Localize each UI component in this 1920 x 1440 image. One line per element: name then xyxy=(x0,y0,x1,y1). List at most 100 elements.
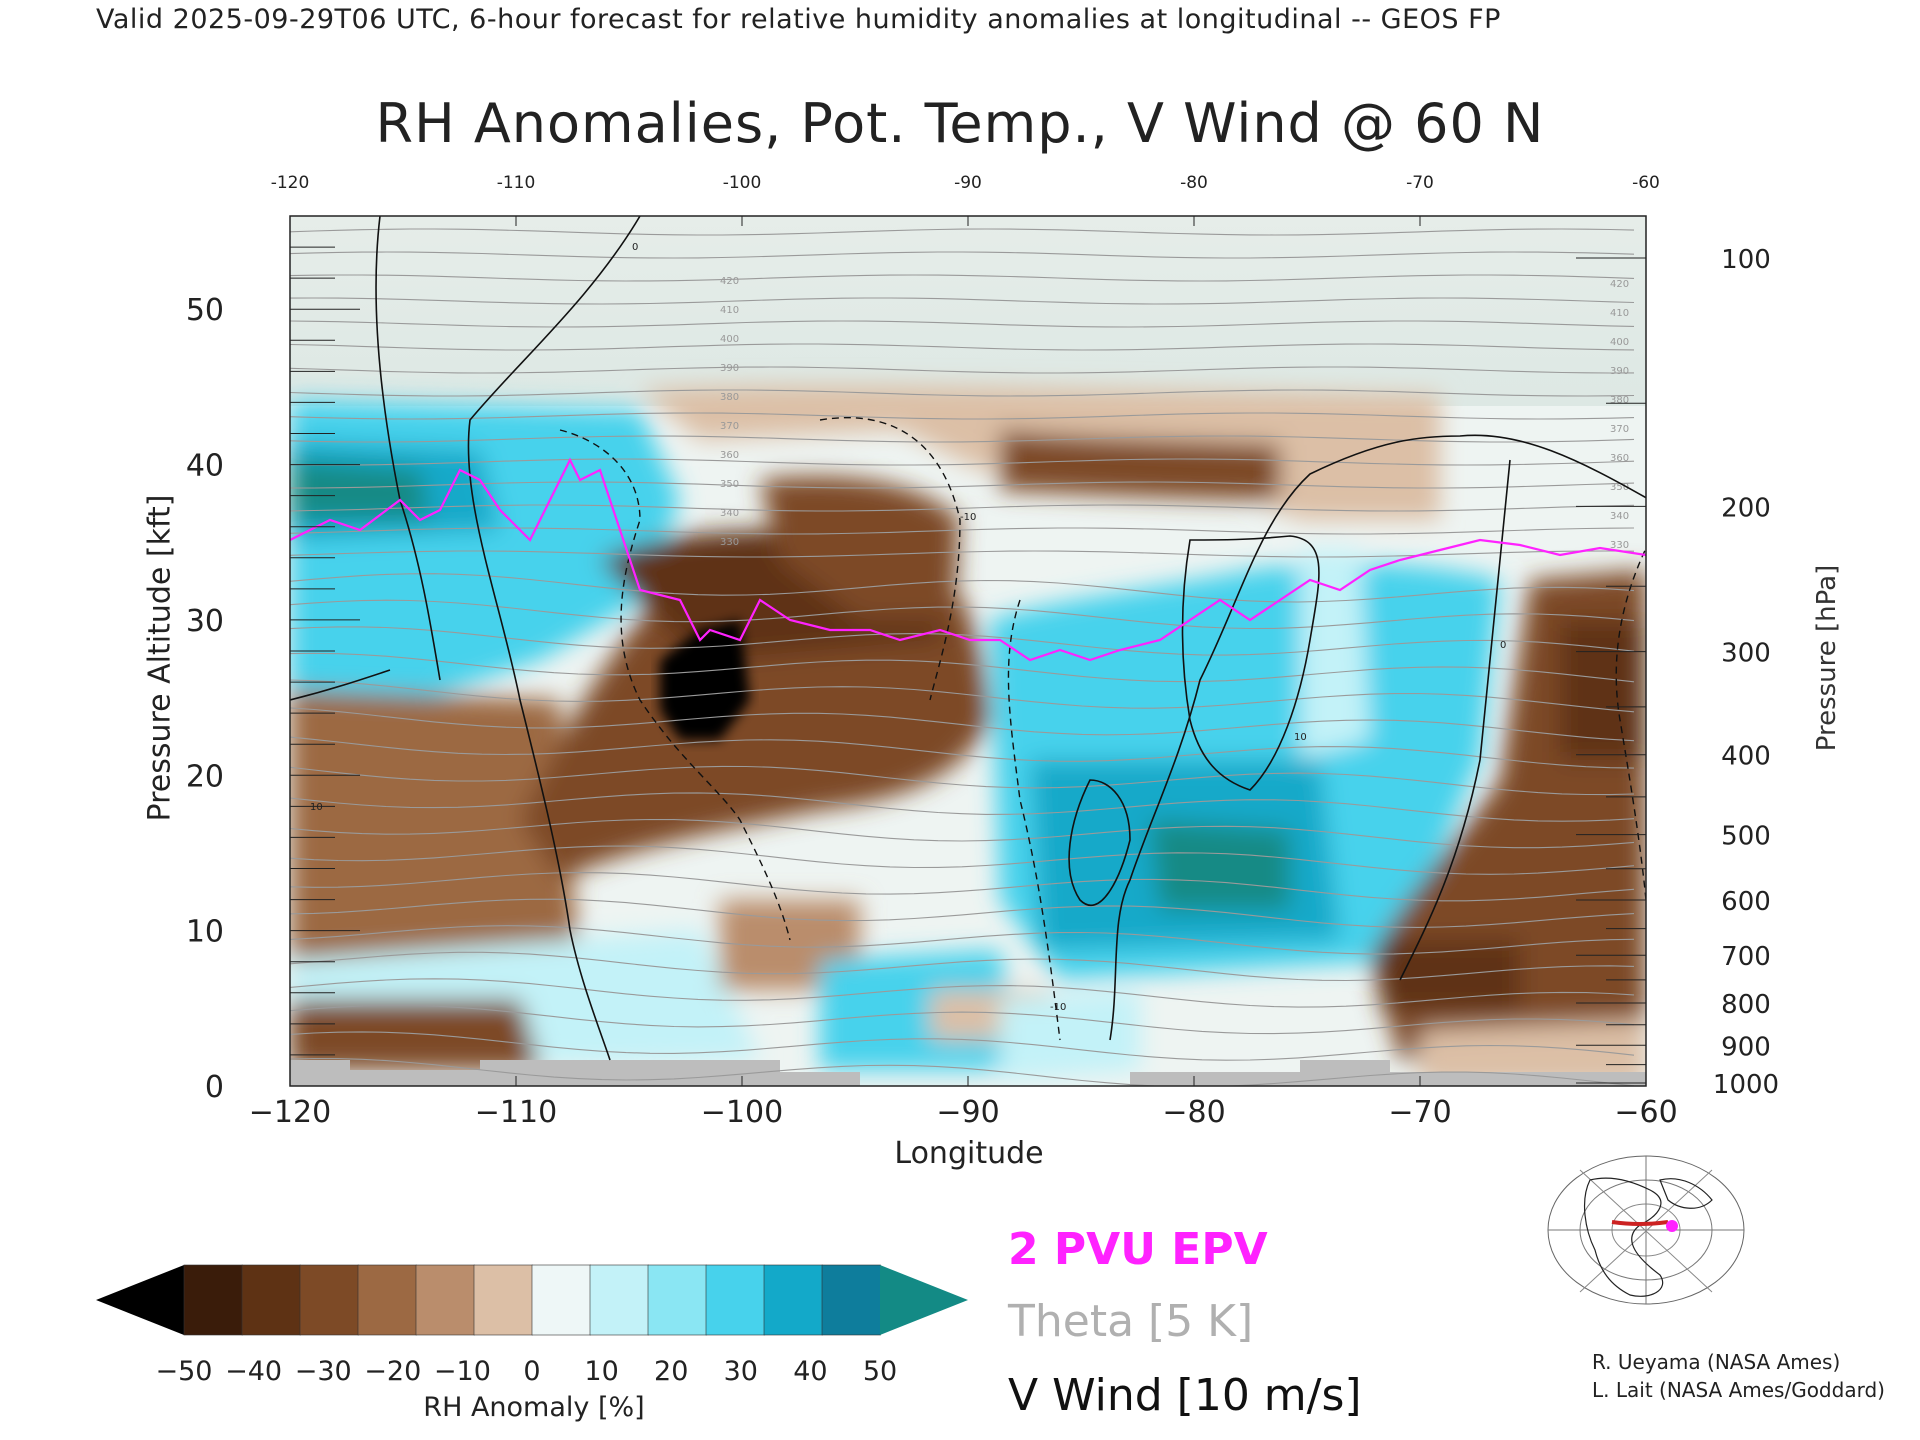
pressure-tick-label: 600 xyxy=(1721,887,1771,917)
rh-anomaly-field: 420 420 410 410 400 400 390 390 380 380 370 370 360 3… xyxy=(290,216,1646,1086)
inset-map xyxy=(1547,1155,1745,1305)
colorbar-tick-label: 30 xyxy=(724,1356,758,1387)
theta-contour xyxy=(290,898,1635,928)
pressure-tick-label: 800 xyxy=(1721,990,1771,1020)
colorbar-cell xyxy=(531,1264,591,1336)
theta-contour xyxy=(290,550,1635,558)
theta-contour-label: 380 xyxy=(720,392,739,403)
x-tick-label: −100 xyxy=(701,1095,783,1130)
theta-contour-label: 390 xyxy=(720,363,739,374)
theta-contour xyxy=(290,297,1635,305)
pressure-tick-label: 700 xyxy=(1721,942,1771,972)
colorbar-cell xyxy=(705,1264,765,1336)
theta-contour xyxy=(290,1057,1635,1086)
vwind-contour-dashed xyxy=(819,416,961,701)
x-tick-label: −80 xyxy=(1162,1095,1225,1130)
y-axis-label-right: Pressure [hPa] xyxy=(1812,564,1842,752)
theta-contour xyxy=(290,435,1635,443)
theta-contour xyxy=(290,599,1635,630)
vwind-contour-label: 10 xyxy=(310,802,323,813)
theta-contour xyxy=(290,228,1635,236)
credit-line: R. Ueyama (NASA Ames) xyxy=(1592,1350,1841,1374)
pressure-tick-label: 400 xyxy=(1721,742,1771,772)
theta-contour xyxy=(290,504,1635,512)
theta-contour-label: 330 xyxy=(720,537,739,548)
y-tick-label: 10 xyxy=(186,915,224,950)
colorbar-cell xyxy=(763,1264,823,1336)
theta-contour xyxy=(290,458,1635,466)
vwind-contour-label: 10 xyxy=(1294,732,1307,743)
theta-contour xyxy=(290,481,1635,489)
theta-contour-label: 360 xyxy=(1610,453,1629,464)
colorbar-cell xyxy=(821,1264,881,1336)
legend-theta: Theta [5 K] xyxy=(1008,1296,1254,1347)
vwind-contour-dashed xyxy=(559,429,791,941)
theta-contour-label: 400 xyxy=(1610,337,1629,348)
x-tick-label: −120 xyxy=(249,1095,331,1130)
legend-vwind: V Wind [10 m/s] xyxy=(1008,1370,1362,1421)
theta-contour xyxy=(290,925,1635,955)
colorbar-tick-label: 0 xyxy=(523,1356,540,1387)
theta-contour xyxy=(290,573,1635,603)
theta-contour xyxy=(290,978,1635,1008)
theta-contour xyxy=(290,736,1635,769)
theta-contour xyxy=(290,274,1635,282)
colorbar-cell xyxy=(647,1264,707,1336)
y-tick-label: 20 xyxy=(186,759,224,794)
colorbar-cell xyxy=(415,1264,475,1336)
theta-contour xyxy=(290,845,1635,875)
vwind-contour-dashed xyxy=(1007,599,1061,1041)
pressure-tick-label: 500 xyxy=(1721,822,1771,852)
pvu-epv-line xyxy=(290,457,1646,662)
colorbar-cell xyxy=(241,1264,301,1336)
theta-contour-label: 410 xyxy=(720,305,739,316)
theta-contour xyxy=(290,1031,1635,1061)
theta-contour xyxy=(290,1004,1635,1035)
vwind-contour xyxy=(467,216,641,1061)
theta-contour-label: 370 xyxy=(1610,424,1629,435)
x-tick-label-top: -70 xyxy=(1406,173,1434,193)
colorbar-tick-label: 10 xyxy=(584,1356,618,1387)
x-tick-label: −60 xyxy=(1614,1095,1677,1130)
y-axis-label: Pressure Altitude [kft] xyxy=(142,494,178,822)
vwind-contour-dashed xyxy=(1615,546,1646,901)
vwind-contour-label: 0 xyxy=(1500,640,1506,651)
theta-contour xyxy=(290,707,1635,742)
theta-contour-label: 350 xyxy=(1610,482,1629,493)
theta-contour xyxy=(290,412,1635,420)
theta-contour xyxy=(290,343,1635,351)
theta-contours: 420 420 410 410 400 400 390 390 380 380 370 370 360 3… xyxy=(290,228,1635,1086)
x-tick-label: −110 xyxy=(475,1095,557,1130)
x-tick-label: −70 xyxy=(1388,1095,1451,1130)
x-tick-label-top: -80 xyxy=(1180,173,1208,193)
colorbar-cell xyxy=(357,1264,417,1336)
colorbar: −50 −40 −30 −20 −10 0 10 20 30 40 50 xyxy=(96,1264,968,1387)
x-tick-label: −90 xyxy=(936,1095,999,1130)
theta-contour-label: 360 xyxy=(720,450,739,461)
theta-contour-label: 340 xyxy=(720,508,739,519)
pressure-tick-label: 100 xyxy=(1721,245,1771,275)
theta-contour xyxy=(290,792,1635,822)
theta-contour xyxy=(290,527,1635,535)
theta-contour xyxy=(290,366,1635,374)
theta-contour xyxy=(290,320,1635,328)
x-tick-label-top: -60 xyxy=(1632,173,1660,193)
theta-contour xyxy=(290,251,1635,259)
axes: −120-120−110-110−100-100−90-90−80-80−70-… xyxy=(186,173,1779,1130)
x-tick-label-top: -120 xyxy=(271,173,310,193)
colorbar-tick-label: −10 xyxy=(434,1356,491,1387)
vwind-contour xyxy=(1181,535,1320,791)
vwind-contour xyxy=(1109,434,1646,1041)
vwind-contour-label: -10 xyxy=(960,512,976,523)
colorbar-label: RH Anomaly [%] xyxy=(423,1392,645,1423)
theta-contour-label: 350 xyxy=(720,479,739,490)
pressure-tick-label: 200 xyxy=(1721,493,1771,523)
vwind-contours: 0 0 10 10 -10 -10 xyxy=(290,216,1646,1061)
x-tick-label-top: -110 xyxy=(497,173,536,193)
theta-contour-label: 380 xyxy=(1610,395,1629,406)
colorbar-under-arrow xyxy=(96,1265,184,1335)
colorbar-tick-label: 50 xyxy=(863,1356,897,1387)
theta-contour-label: 340 xyxy=(1610,511,1629,522)
x-axis-label: Longitude xyxy=(894,1136,1044,1171)
